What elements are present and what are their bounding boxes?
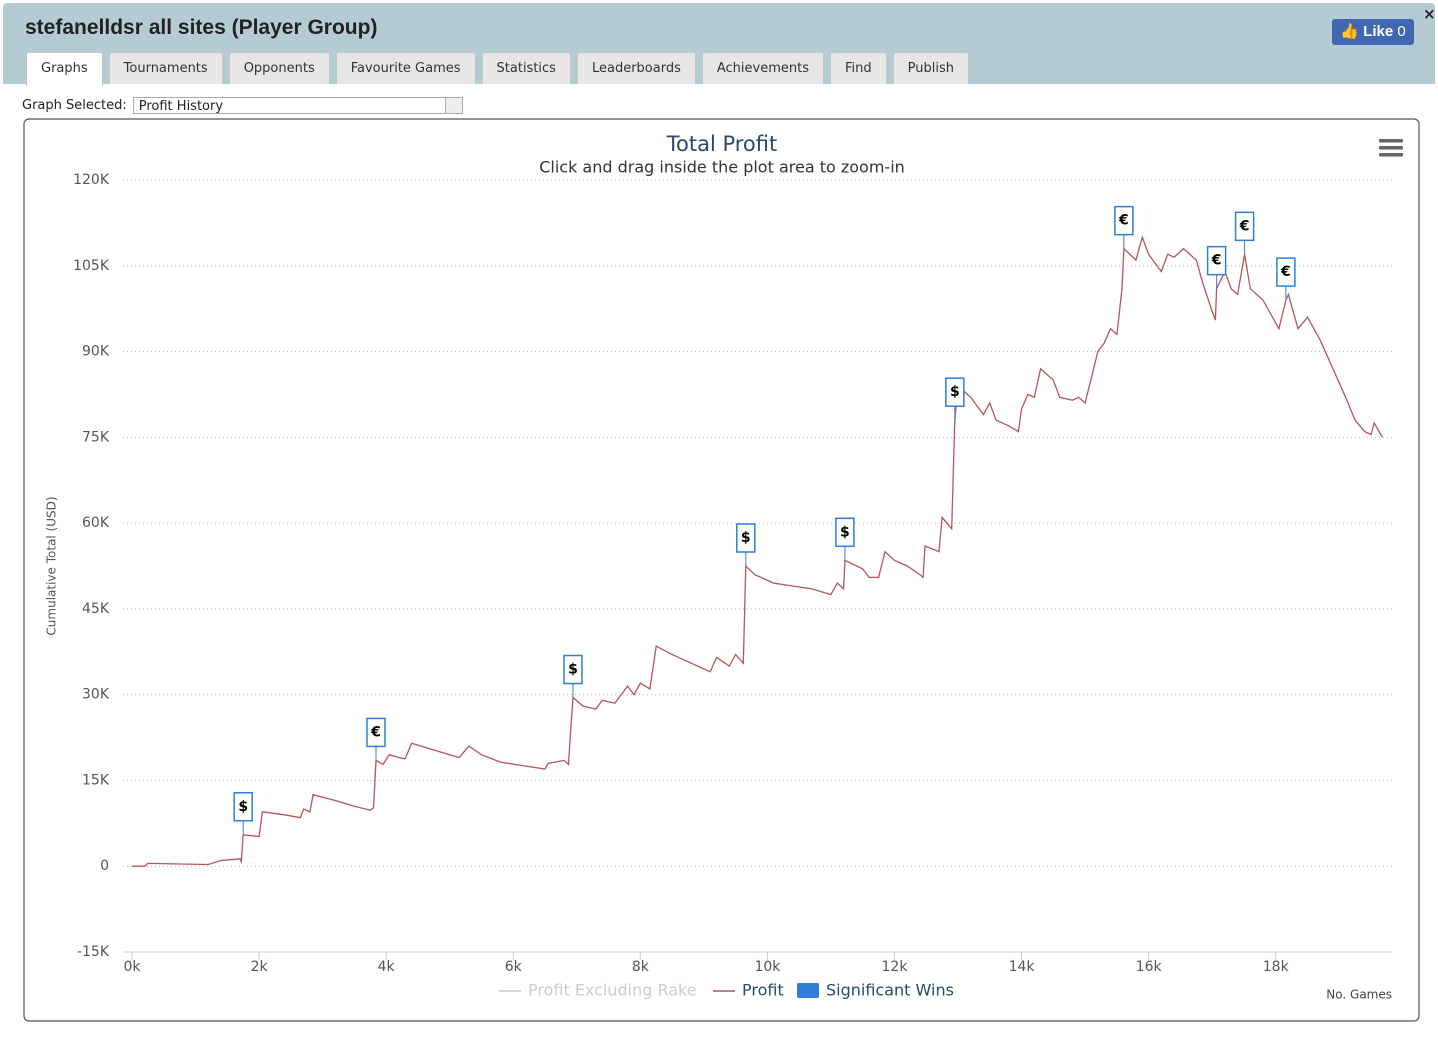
x-tick-label: 4k [378,959,396,975]
flag-label: $ [950,384,960,400]
x-tick-label: 16k [1136,959,1163,975]
legend-label: Profit [742,981,784,1000]
flag: $ [736,523,756,566]
flag-box [563,654,583,685]
x-tick-label: 8k [632,959,650,975]
tab[interactable]: Achievements [701,52,824,84]
flag: $ [563,654,583,698]
x-tick-label: 10k [754,959,781,975]
like-count: 0 [1397,23,1406,40]
x-tick-label: 18k [1263,959,1290,975]
chart-title: Total Profit [666,132,778,156]
chart-frame [23,118,1420,1022]
flag-label: $ [741,530,751,546]
y-tick-label: 45K [82,601,110,617]
tab[interactable]: Graphs [26,52,103,86]
header: stefanelldsr all sites (Player Group) 👍 … [3,3,1436,86]
y-tick-label: 75K [82,429,110,445]
y-tick-label: 90K [82,344,110,360]
flag: € [1114,205,1134,249]
flag-label: $ [840,524,850,540]
flag-box [736,523,756,553]
flag-label: € [1211,253,1222,269]
flag: $ [945,377,965,421]
flag: $ [233,792,253,835]
like-button[interactable]: 👍 Like 0 [1332,19,1414,45]
x-tick-label: 14k [1009,959,1036,975]
y-tick-label: 30K [82,687,110,703]
y-tick-label: 120K [73,172,110,188]
flag: € [366,717,386,761]
flag-label: € [1280,264,1291,280]
flag-label: $ [238,799,248,815]
flag-box [945,377,965,407]
flag-box [233,792,253,822]
y-tick-label: 60K [82,515,110,531]
y-tick-label: 15K [82,772,110,788]
tab-bar: Graphs Tournaments Opponents Favourite Game… [26,52,969,86]
flag: € [1206,245,1227,289]
flag-box [1276,257,1296,287]
flag-box [1206,245,1227,276]
tab[interactable]: Find [829,52,887,84]
flag: € [1234,211,1255,255]
legend-label: Significant Wins [826,981,954,1000]
y-tick-label: 0 [100,858,109,874]
selector-label: Graph Selected: [22,98,127,113]
page-title: stefanelldsr all sites (Player Group) [25,16,378,39]
legend-label: Profit Excluding Rake [528,981,697,1000]
chart-subtitle: Click and drag inside the plot area to z… [539,158,905,177]
flag-box [1114,205,1134,236]
tab[interactable]: Publish [892,52,969,84]
close-button[interactable]: × [1423,5,1436,23]
like-label: Like [1363,23,1394,40]
flag-box [1234,211,1255,242]
menu-icon[interactable] [1379,139,1403,157]
flag-label: € [370,724,381,740]
x-tick-label: 0k [123,959,141,975]
y-tick-label: -15K [77,944,110,960]
flag-box [366,717,386,748]
flag: € [1276,257,1296,301]
tab[interactable]: Statistics [481,52,571,84]
x-axis-title: No. Games [1326,988,1392,1002]
y-axis-title: Cumulative Total (USD) [45,496,59,635]
profit-line [132,235,1384,867]
flag: $ [835,517,855,561]
legend-symbol [797,983,819,998]
graph-selector: Graph Selected: Profit History [22,97,463,114]
tab[interactable]: Tournaments [108,52,223,84]
x-tick-label: 12k [882,959,909,975]
tab[interactable]: Opponents [228,52,330,84]
y-tick-label: 105K [73,258,110,274]
flag-box [835,517,855,548]
tab[interactable]: Favourite Games [335,52,476,84]
flag-label: € [1239,218,1250,234]
flag-label: $ [568,662,578,678]
tab[interactable]: Leaderboards [576,52,696,84]
select-box[interactable]: Profit History [132,97,463,114]
flag-label: € [1118,213,1129,229]
x-tick-label: 6k [505,959,523,975]
x-tick-label: 2k [251,959,269,975]
